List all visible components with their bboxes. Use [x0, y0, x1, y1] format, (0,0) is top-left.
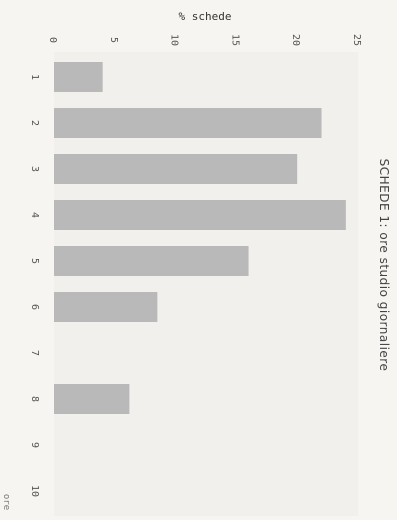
value-tick-label: 5	[108, 37, 119, 43]
bar-3	[54, 154, 298, 184]
category-tick-label: 3	[29, 166, 40, 172]
category-tick-label: 1	[29, 74, 40, 80]
y-axis-label: % schede	[179, 10, 232, 23]
category-tick-label: 4	[29, 212, 40, 218]
category-tick-label: 2	[29, 120, 40, 126]
value-tick-label: 25	[351, 34, 362, 46]
chart-title: SCHEDE 1: ore studio giornaliere	[377, 159, 391, 372]
category-tick-label: 6	[29, 304, 40, 310]
bar-1	[54, 62, 103, 92]
category-tick-label: 10	[29, 485, 40, 497]
bar-6	[54, 292, 158, 322]
bar-2	[54, 108, 322, 138]
category-tick-label: 5	[29, 258, 40, 264]
bar-4	[54, 200, 346, 230]
value-tick-label: 0	[47, 37, 58, 43]
bar-8	[54, 384, 130, 414]
value-tick-label: 15	[229, 34, 240, 46]
category-tick-label: 7	[29, 350, 40, 356]
category-tick-label: 9	[29, 442, 40, 448]
value-tick-label: 10	[169, 34, 180, 46]
category-tick-label: 8	[29, 396, 40, 402]
value-tick-label: 20	[290, 34, 301, 46]
x-axis-label: ore	[1, 494, 11, 510]
bar-5	[54, 246, 249, 276]
